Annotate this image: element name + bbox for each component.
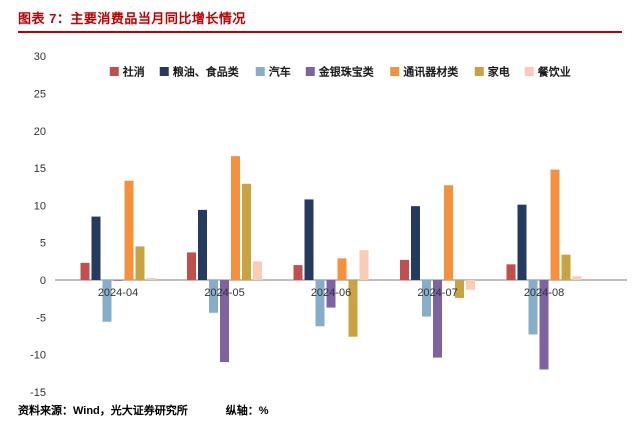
legend-swatch: [524, 67, 534, 76]
y-tick-label: 10: [34, 200, 46, 212]
legend-label: 社消: [122, 65, 145, 79]
legend-swatch: [390, 67, 400, 76]
bar: [550, 169, 560, 280]
source-note: 资料来源：Wind，光大证券研究所: [18, 405, 188, 417]
bar: [209, 280, 218, 313]
y-tick-label: -10: [30, 350, 46, 362]
y-tick-label: 25: [34, 89, 46, 101]
bar: [359, 250, 369, 280]
bar: [198, 209, 207, 280]
bar: [411, 206, 420, 280]
bar: [315, 280, 325, 327]
bar: [326, 280, 336, 308]
x-category-label: 2024-06: [311, 287, 351, 299]
bar: [91, 216, 101, 280]
bar: [242, 183, 251, 280]
bar: [113, 280, 123, 281]
bar: [561, 254, 571, 280]
bar: [455, 280, 464, 298]
legend-swatch: [474, 67, 484, 76]
legend-swatch: [305, 67, 315, 76]
x-category-label: 2024-08: [524, 287, 564, 299]
y-tick-label: 15: [34, 163, 46, 175]
bar: [146, 277, 156, 280]
y-tick-label: 30: [34, 51, 46, 63]
chart-title: 图表 7：主要消费品当月同比增长情况: [18, 11, 246, 26]
bar: [466, 280, 475, 290]
bar: [572, 276, 582, 280]
chart-footer: 资料来源：Wind，光大证券研究所 纵轴：%: [18, 402, 269, 418]
bar: [444, 185, 453, 280]
bar: [400, 259, 409, 280]
bar: [220, 280, 229, 363]
bar: [293, 265, 303, 280]
legend-label: 家电: [488, 65, 510, 79]
bar: [124, 180, 134, 280]
legend-label: 粮油、食品类: [173, 65, 240, 79]
bar: [433, 280, 442, 358]
legend-label: 餐饮业: [537, 65, 571, 79]
legend-label: 汽车: [269, 65, 291, 79]
y-tick-label: 5: [40, 238, 46, 250]
x-category-label: 2024-05: [204, 287, 244, 299]
bar: [539, 280, 549, 370]
legend-label: 金银珠宝类: [318, 65, 375, 79]
bar: [348, 280, 358, 337]
legend-swatch: [159, 67, 169, 76]
bar: [102, 280, 112, 322]
bar: [422, 280, 431, 317]
bar: [135, 246, 145, 280]
legend-label: 通讯器材类: [403, 65, 459, 79]
bar: [304, 199, 314, 280]
bar: [253, 261, 262, 280]
title-underline: [18, 31, 622, 33]
y-tick-label: -5: [36, 312, 46, 324]
legend-swatch: [255, 67, 265, 76]
bar: [80, 262, 90, 280]
bar: [506, 264, 516, 280]
x-category-label: 2024-07: [417, 287, 457, 299]
bar: [517, 204, 527, 280]
y-tick-label: 20: [34, 126, 46, 138]
legend-swatch: [109, 67, 119, 76]
bar: [187, 252, 196, 280]
y-tick-label: 0: [40, 275, 46, 287]
bar: [528, 280, 538, 335]
bar: [231, 156, 240, 280]
x-category-label: 2024-04: [98, 287, 138, 299]
axis-unit-note: 纵轴：%: [225, 405, 269, 417]
bar: [337, 258, 347, 280]
y-tick-label: -15: [30, 387, 46, 399]
